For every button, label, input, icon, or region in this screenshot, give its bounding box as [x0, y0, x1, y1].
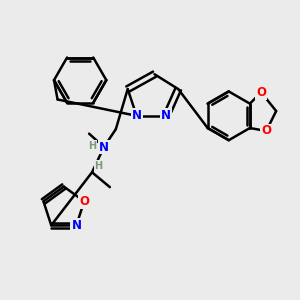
Text: O: O: [79, 195, 89, 208]
Text: O: O: [256, 86, 266, 99]
Text: H: H: [88, 140, 97, 151]
Text: N: N: [132, 109, 142, 122]
Text: H: H: [94, 161, 103, 171]
Text: O: O: [261, 124, 271, 137]
Text: N: N: [71, 219, 81, 232]
Text: N: N: [99, 140, 109, 154]
Text: N: N: [161, 109, 171, 122]
